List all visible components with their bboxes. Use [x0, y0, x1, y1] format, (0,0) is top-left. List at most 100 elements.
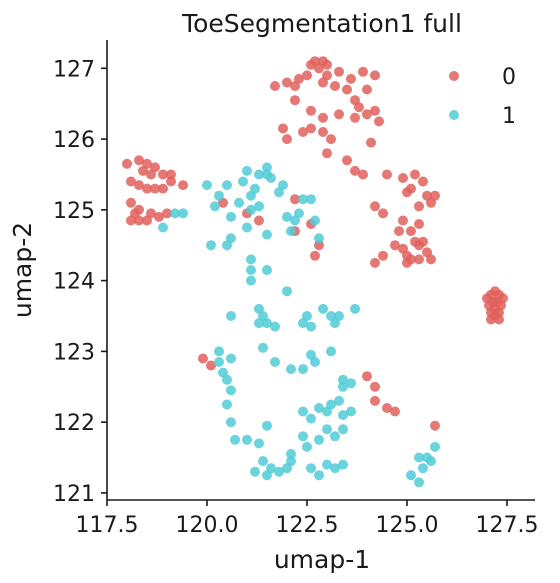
data-point-series-0 — [398, 215, 408, 226]
data-point-series-1 — [214, 346, 224, 357]
data-point-series-1 — [406, 470, 416, 481]
data-point-series-0 — [358, 66, 368, 77]
data-point-series-1 — [222, 180, 232, 191]
data-point-series-1 — [346, 378, 356, 389]
data-point-series-0 — [158, 169, 168, 180]
data-point-series-1 — [270, 357, 280, 367]
data-point-series-1 — [222, 374, 232, 385]
data-point-series-1 — [250, 466, 260, 477]
data-point-series-1 — [262, 470, 272, 481]
data-point-series-0 — [134, 155, 144, 166]
data-point-series-0 — [334, 66, 344, 77]
data-point-series-0 — [486, 314, 496, 325]
data-point-series-0 — [318, 127, 328, 137]
x-tick-label: 127.5 — [476, 513, 539, 538]
x-tick-label: 117.5 — [76, 513, 139, 538]
data-point-series-1 — [314, 434, 324, 445]
data-point-series-0 — [370, 70, 380, 81]
data-point-series-0 — [354, 102, 364, 113]
data-point-series-1 — [334, 395, 344, 406]
data-point-series-1 — [326, 399, 336, 410]
data-point-series-1 — [286, 364, 296, 375]
data-point-series-1 — [246, 265, 256, 275]
data-point-series-0 — [178, 180, 188, 191]
data-point-series-1 — [306, 413, 316, 424]
data-point-series-1 — [226, 211, 236, 222]
legend: 01 — [449, 65, 516, 129]
data-point-series-1 — [274, 466, 284, 477]
data-point-series-1 — [262, 229, 272, 240]
data-point-series-1 — [206, 240, 216, 251]
data-point-series-0 — [150, 183, 160, 194]
data-point-series-1 — [202, 180, 212, 191]
data-point-series-0 — [282, 134, 292, 145]
data-point-series-1 — [262, 162, 272, 173]
x-axis-label: umap-1 — [274, 545, 370, 574]
data-point-series-0 — [378, 208, 388, 219]
data-point-series-1 — [318, 303, 328, 314]
data-point-series-1 — [234, 197, 244, 208]
data-point-series-1 — [298, 406, 308, 417]
data-point-series-1 — [226, 385, 236, 396]
data-point-series-0 — [382, 403, 392, 413]
data-point-series-1 — [262, 420, 272, 431]
data-point-series-0 — [342, 84, 352, 95]
data-point-series-1 — [418, 463, 428, 474]
data-point-series-0 — [318, 112, 328, 123]
data-point-series-0 — [370, 201, 380, 212]
data-point-series-0 — [134, 215, 144, 226]
x-tick-label: 125.0 — [376, 513, 439, 538]
data-point-series-0 — [322, 148, 332, 159]
data-point-series-0 — [302, 70, 312, 81]
y-tick-label: 121 — [53, 482, 95, 507]
data-point-series-1 — [414, 477, 424, 488]
data-point-series-0 — [158, 183, 168, 194]
data-point-series-0 — [314, 63, 324, 74]
data-point-series-0 — [138, 165, 148, 176]
data-point-series-0 — [270, 81, 280, 91]
data-point-series-0 — [310, 250, 320, 261]
data-point-series-0 — [126, 197, 136, 208]
data-point-series-1 — [334, 311, 344, 321]
data-point-series-1 — [226, 353, 236, 364]
data-point-series-0 — [154, 211, 164, 222]
data-point-series-0 — [306, 123, 316, 134]
data-point-series-1 — [230, 434, 240, 445]
data-point-series-0 — [370, 257, 380, 268]
data-point-series-0 — [406, 226, 416, 237]
data-point-series-0 — [126, 176, 136, 187]
data-point-series-0 — [166, 176, 176, 187]
data-point-series-0 — [494, 314, 504, 325]
data-point-series-0 — [366, 137, 376, 148]
y-tick-label: 124 — [53, 270, 95, 295]
legend-label-0: 0 — [502, 65, 516, 90]
data-point-series-0 — [206, 360, 216, 371]
data-point-series-0 — [398, 173, 408, 183]
data-point-series-1 — [314, 403, 324, 413]
data-point-series-0 — [134, 180, 144, 191]
data-point-series-1 — [262, 265, 272, 275]
data-point-series-1 — [214, 190, 224, 201]
data-point-series-1 — [270, 321, 280, 332]
data-point-series-0 — [126, 215, 136, 226]
data-point-series-1 — [258, 456, 268, 467]
data-point-series-1 — [302, 441, 312, 452]
data-point-series-1 — [238, 176, 248, 187]
data-point-series-0 — [290, 95, 300, 106]
data-point-series-0 — [414, 201, 424, 212]
data-point-series-0 — [390, 240, 400, 251]
data-point-series-1 — [338, 374, 348, 385]
data-point-series-0 — [350, 112, 360, 123]
legend-marker-0 — [449, 71, 459, 81]
data-point-series-1 — [306, 321, 316, 332]
data-point-series-1 — [210, 201, 220, 212]
data-point-series-0 — [306, 59, 316, 70]
data-point-series-1 — [430, 441, 440, 452]
x-tick-label: 120.0 — [176, 513, 239, 538]
data-point-series-1 — [314, 233, 324, 244]
y-tick-label: 122 — [53, 411, 95, 436]
data-point-series-1 — [298, 364, 308, 375]
data-point-series-0 — [418, 236, 428, 247]
data-point-series-0 — [290, 81, 300, 91]
